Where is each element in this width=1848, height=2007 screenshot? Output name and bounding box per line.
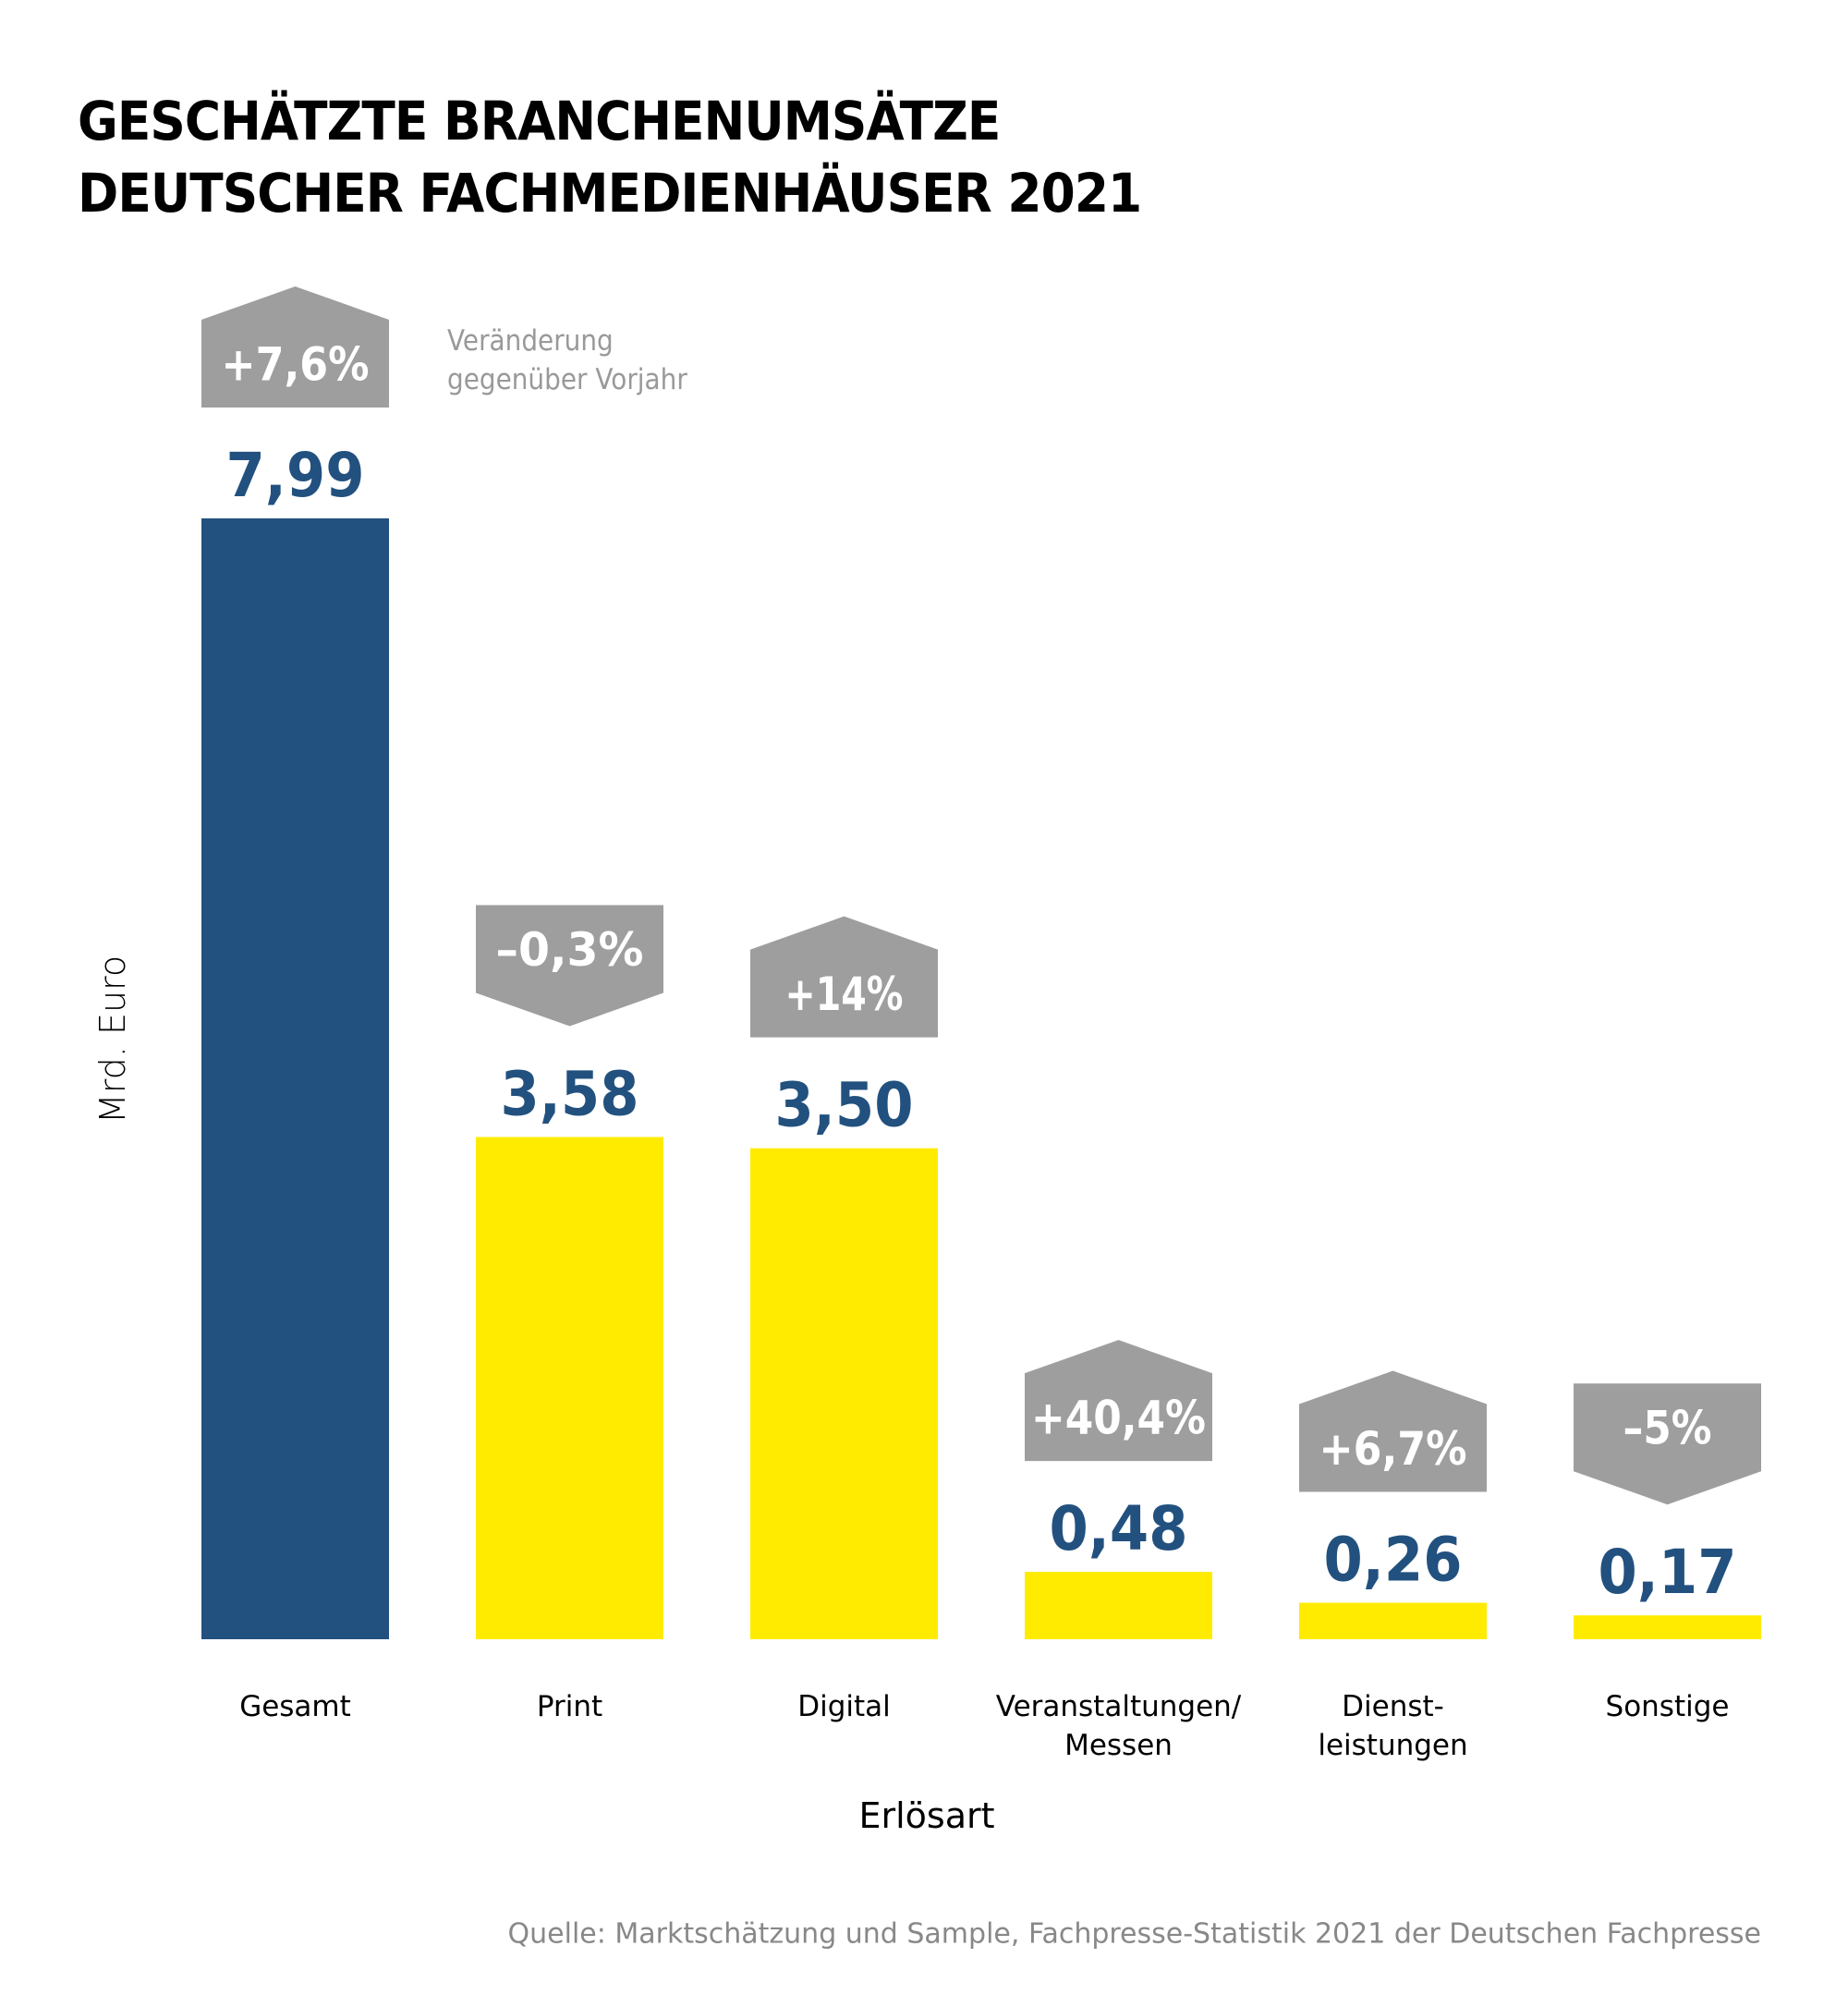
bar-2 (750, 1148, 938, 1639)
change-badge-up (1299, 1370, 1487, 1492)
change-label: +40,4% (1031, 1392, 1206, 1445)
change-note-line-1: Veränderung (447, 324, 614, 358)
change-label: +7,6% (222, 338, 370, 392)
change-label: –0,3% (496, 923, 644, 977)
x-axis-label: Erlösart (858, 1795, 995, 1836)
value-label: 0,48 (1050, 1493, 1188, 1564)
x-tick-label: Print (537, 1690, 602, 1723)
bar-1 (476, 1137, 663, 1639)
x-tick-label: Messen (1064, 1729, 1173, 1762)
x-tick-label: Dienst- (1342, 1690, 1444, 1723)
bar-0 (201, 518, 389, 1639)
change-note-line-2: gegenüber Vorjahr (447, 363, 687, 396)
x-tick-label: leistungen (1318, 1729, 1467, 1762)
change-badge-up (750, 916, 938, 1038)
source-note: Quelle: Marktschätzung und Sample, Fachp… (507, 1917, 1761, 1951)
bar-5 (1574, 1615, 1761, 1639)
value-label: 3,58 (501, 1059, 639, 1130)
chart-title: GESCHÄTZTE BRANCHENUMSÄTZE DEUTSCHER FAC… (78, 85, 1142, 229)
change-badge-up (201, 286, 389, 407)
x-tick-label: Sonstige (1606, 1690, 1730, 1723)
chart-title-line-2: DEUTSCHER FACHMEDIENHÄUSER 2021 (78, 162, 1142, 225)
value-label: 3,50 (775, 1070, 914, 1141)
x-tick-label: Gesamt (239, 1690, 351, 1723)
x-tick-label: Digital (797, 1690, 891, 1723)
change-badge-up (1025, 1340, 1212, 1462)
chart-title-line-1: GESCHÄTZTE BRANCHENUMSÄTZE (78, 90, 1001, 152)
bar-4 (1299, 1602, 1487, 1639)
change-label: +14% (785, 967, 904, 1021)
x-tick-label: Veranstaltungen/ (996, 1690, 1242, 1723)
value-label: 7,99 (226, 440, 365, 511)
change-label: +6,7% (1319, 1422, 1467, 1476)
bar-3 (1025, 1572, 1212, 1639)
value-label: 0,26 (1324, 1525, 1463, 1596)
change-badge-down (1574, 1383, 1761, 1505)
change-label: –5% (1623, 1402, 1712, 1455)
value-label: 0,17 (1599, 1537, 1737, 1608)
change-badge-down (476, 905, 663, 1027)
y-axis-label: Mrd. Euro (92, 955, 133, 1125)
change-note: Veränderung gegenüber Vorjahr (447, 322, 687, 399)
